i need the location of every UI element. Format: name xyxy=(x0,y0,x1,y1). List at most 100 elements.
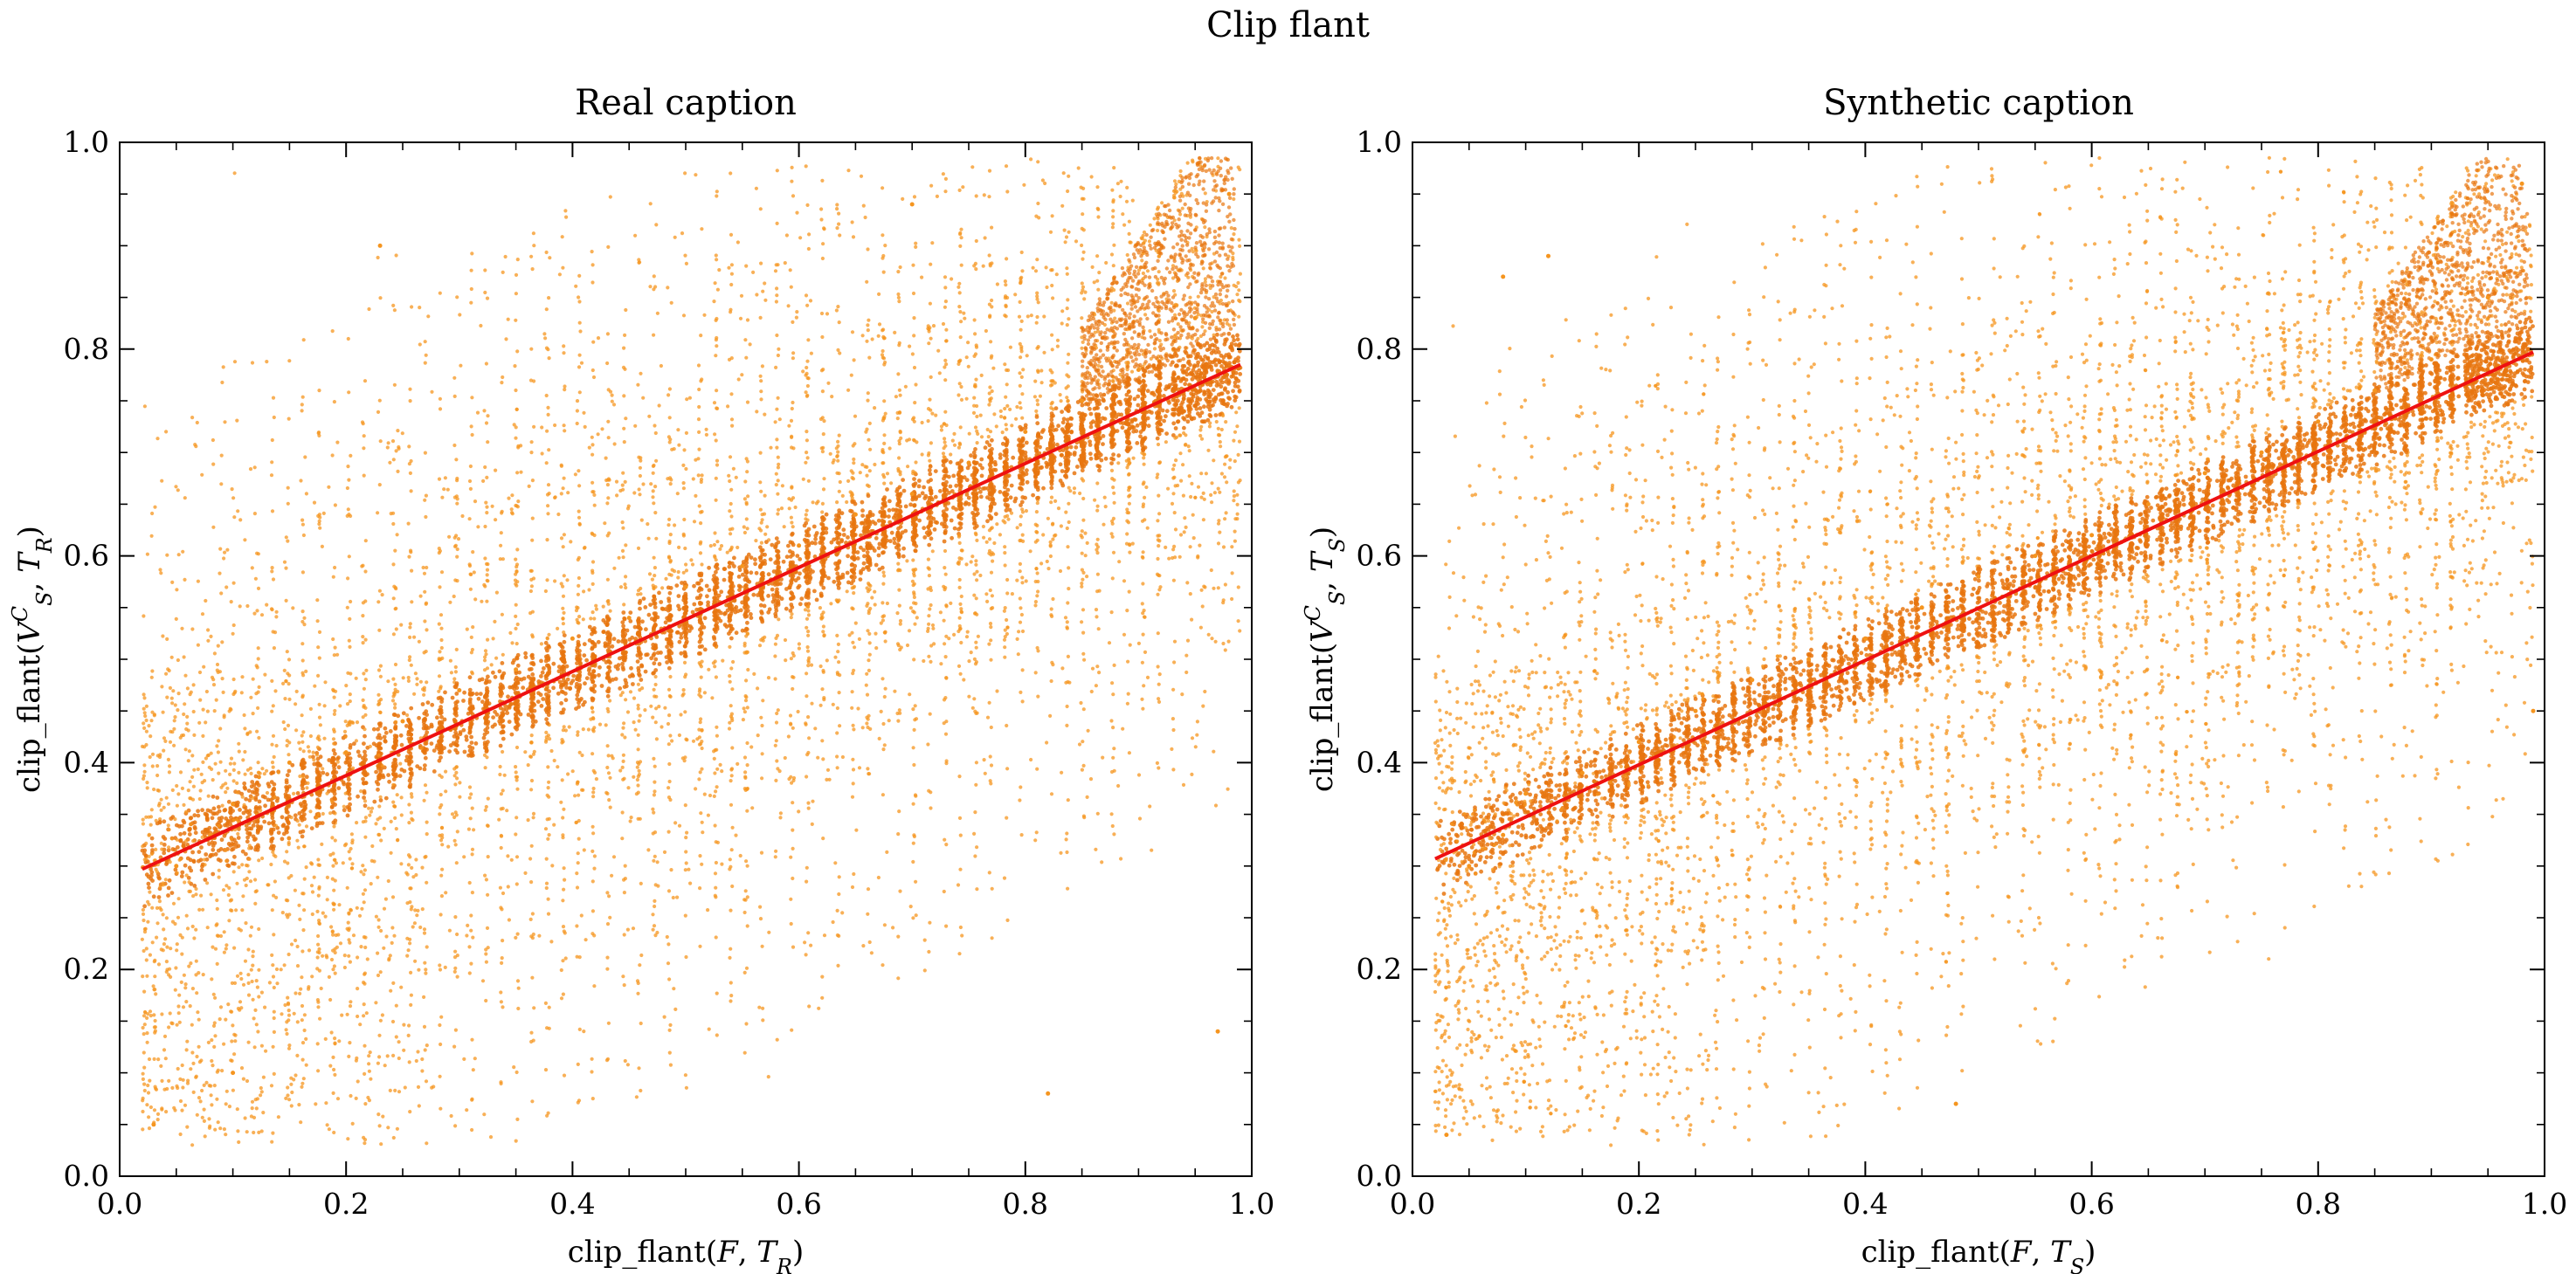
data-point xyxy=(1222,475,1227,479)
data-point xyxy=(408,655,412,659)
data-point xyxy=(768,557,773,561)
data-point xyxy=(577,469,581,473)
data-point xyxy=(713,432,717,437)
data-point xyxy=(515,720,520,726)
data-point xyxy=(1238,244,1242,248)
data-point xyxy=(758,545,763,550)
data-point xyxy=(666,393,671,397)
data-point xyxy=(408,471,412,476)
data-point xyxy=(579,913,584,918)
data-point xyxy=(301,533,306,538)
data-point xyxy=(241,894,245,899)
data-point xyxy=(882,433,887,437)
data-point xyxy=(300,619,305,624)
data-point xyxy=(791,801,795,805)
data-point xyxy=(729,981,733,985)
data-point xyxy=(393,702,397,706)
data-point xyxy=(837,892,841,897)
data-point xyxy=(959,607,963,611)
data-point xyxy=(1127,511,1131,515)
data-point xyxy=(352,741,356,747)
data-point xyxy=(1059,399,1063,403)
data-point xyxy=(455,295,459,300)
data-point xyxy=(348,692,352,697)
data-point xyxy=(927,468,932,472)
data-point xyxy=(1018,300,1022,304)
data-point xyxy=(1080,568,1084,572)
data-point xyxy=(882,694,887,699)
data-point xyxy=(343,720,348,724)
data-point xyxy=(1111,209,1115,213)
data-point xyxy=(287,1043,292,1048)
data-point xyxy=(743,479,748,484)
data-point xyxy=(1145,526,1150,530)
data-point xyxy=(775,437,779,442)
data-point xyxy=(253,878,258,882)
data-point xyxy=(681,481,686,485)
data-point xyxy=(989,638,993,643)
data-point xyxy=(363,868,367,872)
data-point xyxy=(773,677,777,681)
data-point xyxy=(408,635,412,640)
data-point xyxy=(728,644,732,650)
data-point xyxy=(653,657,659,662)
data-point xyxy=(957,382,962,386)
data-point xyxy=(1095,551,1100,555)
data-point xyxy=(469,913,473,918)
data-point xyxy=(874,536,879,541)
data-point xyxy=(438,1074,442,1078)
data-point xyxy=(544,393,549,398)
data-point xyxy=(1171,264,1176,268)
data-point xyxy=(539,674,543,678)
data-point xyxy=(876,553,881,558)
data-point xyxy=(957,541,962,546)
data-point xyxy=(486,637,490,642)
data-point xyxy=(287,1046,292,1050)
data-point xyxy=(908,502,913,507)
data-point xyxy=(1145,675,1150,680)
data-point xyxy=(922,485,926,490)
data-point xyxy=(975,441,979,445)
data-point xyxy=(752,671,756,677)
data-point xyxy=(1200,604,1205,609)
data-point xyxy=(1124,199,1129,203)
data-point xyxy=(1229,404,1234,410)
data-point xyxy=(175,783,179,789)
data-point xyxy=(851,671,855,676)
data-point xyxy=(1093,498,1097,502)
data-point xyxy=(683,868,687,872)
data-point xyxy=(676,603,680,609)
data-point xyxy=(1033,379,1038,383)
data-point xyxy=(860,499,865,505)
data-point xyxy=(211,847,216,852)
data-point xyxy=(632,696,637,700)
data-point xyxy=(590,560,596,564)
data-point xyxy=(683,253,687,258)
data-point xyxy=(561,265,565,270)
data-point xyxy=(820,178,825,182)
data-point xyxy=(966,364,970,368)
data-point xyxy=(881,582,886,586)
data-point xyxy=(486,562,490,567)
data-point xyxy=(470,891,475,895)
data-point xyxy=(798,571,802,576)
data-point xyxy=(196,813,201,818)
data-point xyxy=(612,442,617,446)
data-point xyxy=(887,508,892,513)
data-point xyxy=(166,885,171,891)
data-point xyxy=(1238,272,1242,276)
data-point xyxy=(814,597,819,603)
data-point xyxy=(1020,699,1025,704)
data-point xyxy=(510,641,515,645)
data-point xyxy=(271,850,275,854)
data-point xyxy=(1002,637,1007,642)
data-point xyxy=(211,437,215,443)
data-point xyxy=(885,487,889,492)
data-point xyxy=(929,644,934,648)
data-point xyxy=(790,1028,794,1032)
data-point xyxy=(315,619,320,623)
data-point xyxy=(512,1065,516,1070)
data-point xyxy=(622,721,626,726)
data-point xyxy=(336,786,342,790)
data-point xyxy=(1233,539,1237,543)
